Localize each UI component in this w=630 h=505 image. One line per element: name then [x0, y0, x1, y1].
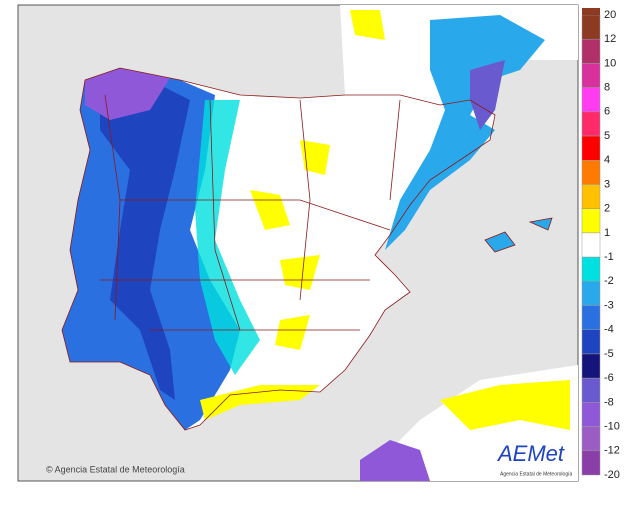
legend-label: -2	[604, 275, 614, 287]
legend-label: -6	[604, 372, 614, 384]
legend-label: -12	[604, 445, 620, 457]
legend-swatch	[581, 450, 601, 476]
legend-swatch	[581, 426, 601, 452]
legend-label: 10	[604, 57, 616, 69]
legend: 20 12 10 8 6 5 4 3 2 1 -1 -2 -3 -4 -5 -6 -8 -10 -12 -20	[581, 8, 620, 481]
legend-swatch	[581, 184, 601, 209]
borders	[61, 67, 496, 431]
logo-subtitle: Agencia Estatal de Meteorología	[500, 471, 572, 477]
warm-africa	[440, 380, 570, 430]
warm-spots	[250, 10, 385, 350]
legend-swatch	[581, 14, 601, 40]
legend-label: 12	[604, 33, 616, 45]
legend-label: 20	[604, 9, 616, 21]
legend-label: -1	[604, 251, 614, 263]
legend-label: -20	[604, 469, 620, 481]
credit: © Agencia Estatal de Meteorología	[46, 464, 185, 474]
legend-label: 3	[604, 178, 610, 190]
legend-swatch	[581, 111, 601, 137]
legend-label: 4	[604, 154, 610, 166]
legend-swatch	[581, 329, 601, 355]
legend-label: -10	[604, 420, 620, 432]
legend-label: 5	[604, 130, 610, 142]
legend-label: 8	[604, 82, 610, 94]
legend-swatch	[581, 377, 601, 403]
legend-label: -4	[604, 324, 614, 336]
cold-east	[385, 15, 545, 250]
balearic	[484, 217, 553, 253]
mild-band	[195, 100, 260, 375]
legend-swatch	[581, 305, 601, 330]
legend-cap	[582, 8, 600, 15]
legend-swatch	[581, 38, 601, 64]
legend-swatch	[581, 256, 601, 282]
legend-swatch	[581, 402, 601, 427]
cold-catalonia	[470, 60, 505, 130]
legend-swatch	[581, 63, 601, 88]
cold-galicia	[85, 68, 170, 120]
legend-swatch	[581, 353, 601, 379]
cold-africa	[360, 440, 430, 481]
warm-south	[200, 385, 320, 420]
legend-label: 6	[604, 106, 610, 118]
legend-swatch	[581, 160, 601, 185]
legend-label: 2	[604, 203, 610, 215]
legend-swatch	[581, 208, 601, 234]
legend-swatch	[581, 135, 601, 161]
legend-swatch	[581, 232, 601, 258]
legend-swatch	[581, 87, 601, 113]
legend-label: -3	[604, 299, 614, 311]
logo: AEMet	[496, 441, 565, 466]
legend-swatch	[581, 281, 601, 306]
legend-label: -5	[604, 348, 614, 360]
legend-label: 1	[604, 227, 610, 239]
legend-label: -8	[604, 396, 614, 408]
cold-core	[100, 80, 190, 400]
